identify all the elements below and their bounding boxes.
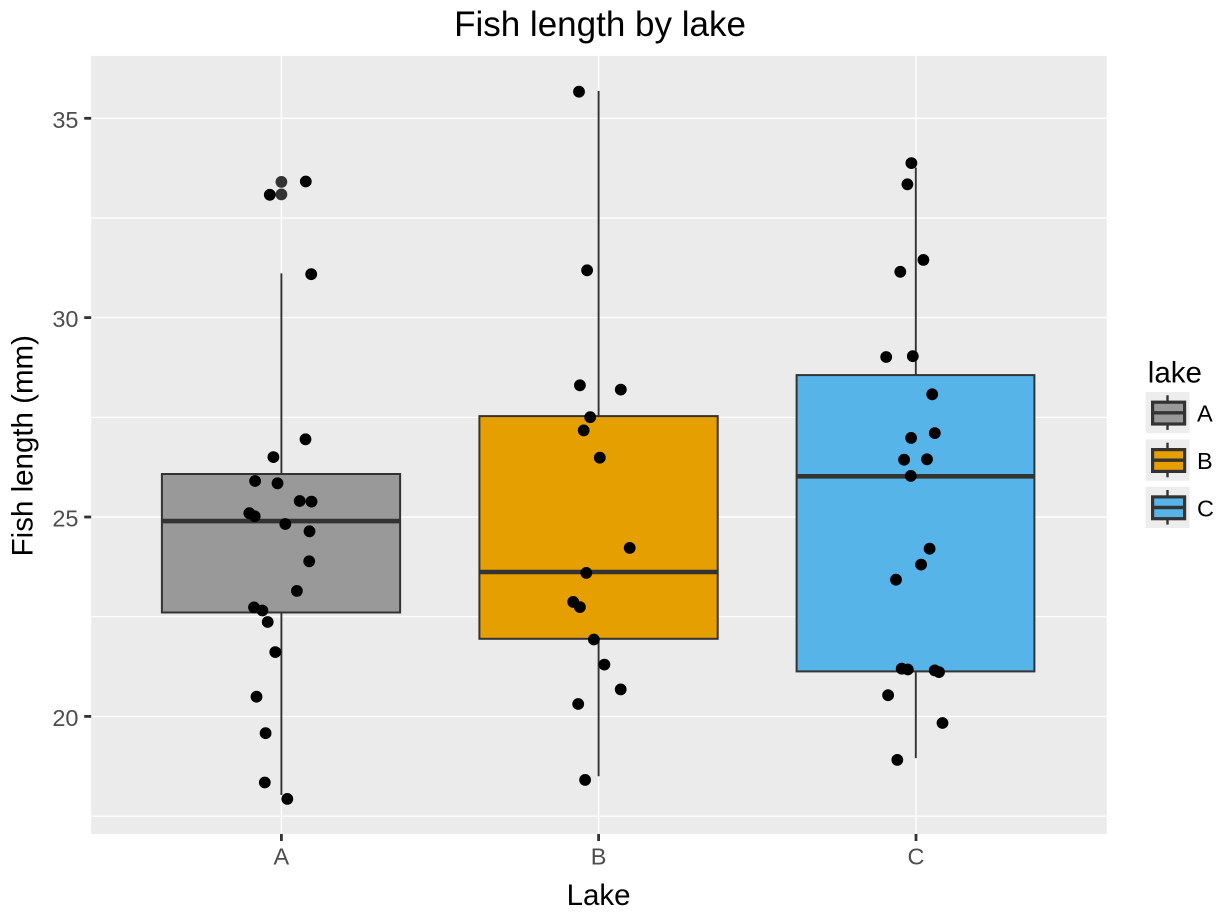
svg-text:35: 35: [52, 107, 78, 133]
svg-text:Fish length by lake: Fish length by lake: [454, 5, 746, 44]
svg-text:25: 25: [52, 506, 78, 532]
svg-text:B: B: [1197, 448, 1213, 474]
svg-text:A: A: [274, 844, 290, 870]
svg-text:C: C: [1197, 495, 1214, 521]
svg-text:C: C: [908, 844, 925, 870]
svg-text:Fish length (mm): Fish length (mm): [6, 335, 39, 556]
svg-text:A: A: [1197, 401, 1213, 427]
svg-text:lake: lake: [1148, 357, 1202, 390]
svg-text:30: 30: [52, 306, 78, 332]
svg-text:20: 20: [52, 705, 78, 731]
svg-text:Lake: Lake: [567, 879, 631, 912]
svg-text:B: B: [591, 844, 607, 870]
